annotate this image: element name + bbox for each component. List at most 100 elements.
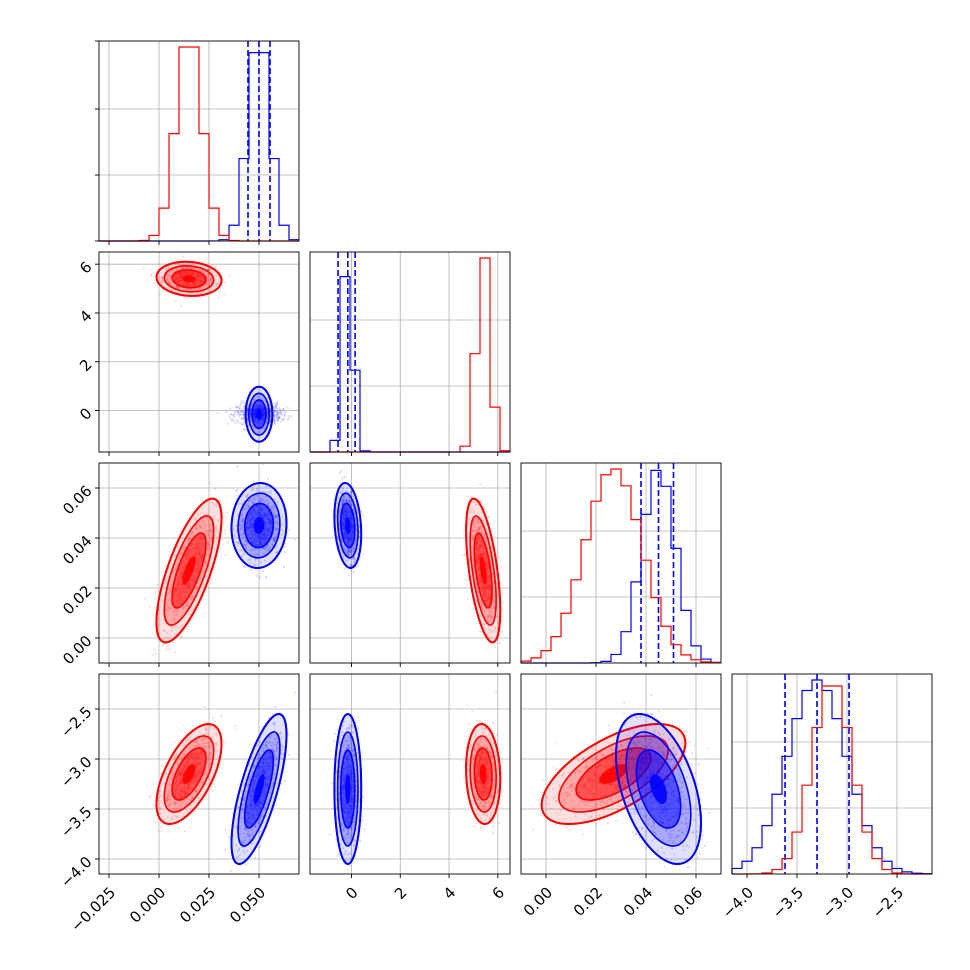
scatter-point <box>275 403 278 406</box>
scatter-point <box>466 495 469 498</box>
scatter-point <box>273 416 276 419</box>
scatter-point <box>502 601 505 605</box>
scatter-point <box>277 415 280 418</box>
scatter-point <box>483 506 486 509</box>
scatter-point <box>243 565 246 568</box>
scatter-point <box>211 789 214 793</box>
scatter-point <box>277 412 280 415</box>
scatter-point <box>168 275 171 278</box>
scatter-point <box>173 741 176 744</box>
scatter-point <box>343 567 346 570</box>
scatter-point <box>168 648 171 651</box>
scatter-point <box>273 405 276 408</box>
scatter-point <box>281 418 284 421</box>
scatter-point <box>190 289 193 292</box>
scatter-point <box>274 423 277 426</box>
scatter-point <box>152 804 155 807</box>
scatter-point <box>235 419 239 422</box>
scatter-point <box>166 278 170 281</box>
scatter-point <box>167 266 171 269</box>
scatter-point <box>185 297 188 300</box>
scatter-point <box>161 276 164 279</box>
scatter-point <box>470 495 473 499</box>
scatter-point <box>230 419 233 422</box>
scatter-point <box>266 413 269 416</box>
scatter-point <box>185 602 188 605</box>
scatter-point <box>190 266 193 269</box>
scatter-point <box>188 292 191 295</box>
scatter-point <box>162 279 165 282</box>
y-tick-label: 6 <box>76 258 95 277</box>
scatter-point <box>196 267 199 270</box>
scatter-point <box>276 411 279 414</box>
scatter-point <box>266 477 269 480</box>
scatter-point <box>162 288 165 292</box>
scatter-point <box>231 418 234 421</box>
scatter-point <box>228 274 232 277</box>
scatter-point <box>195 587 198 591</box>
scatter-point <box>275 415 278 418</box>
scatter-point <box>188 826 192 829</box>
scatter-point <box>159 280 163 283</box>
scatter-point <box>177 286 181 289</box>
scatter-point <box>288 414 291 417</box>
scatter-point <box>280 412 283 416</box>
panel-3-0: −0.025 0.000 0.025 0.050−4.0−3.5−3.0−2.5 <box>57 673 300 936</box>
scatter-point <box>500 630 503 633</box>
scatter-point <box>175 285 178 288</box>
scatter-point <box>169 282 172 285</box>
scatter-point <box>261 570 264 573</box>
scatter-point <box>173 285 176 288</box>
scatter-point <box>236 410 239 413</box>
scatter-point <box>238 412 241 416</box>
scatter-point <box>165 267 168 271</box>
scatter-point <box>150 274 153 277</box>
scatter-point <box>276 418 279 421</box>
scatter-point <box>212 285 215 288</box>
scatter-point <box>226 422 229 425</box>
scatter-point <box>266 408 269 412</box>
scatter-point <box>149 796 152 799</box>
panel-frame <box>98 251 300 453</box>
scatter-point <box>250 568 253 571</box>
scatter-point <box>234 422 237 425</box>
scatter-point <box>194 287 197 290</box>
scatter-point <box>286 406 289 409</box>
scatter-point <box>186 266 189 269</box>
scatter-point <box>252 399 255 402</box>
scatter-point <box>230 413 233 416</box>
scatter-point <box>215 283 218 286</box>
scatter-point <box>242 411 246 414</box>
scatter-point <box>237 411 241 414</box>
scatter-point <box>223 741 226 744</box>
scatter-point <box>179 267 183 270</box>
scatter-point <box>161 643 164 646</box>
scatter-point <box>193 288 196 291</box>
scatter-point <box>192 534 195 537</box>
scatter-point <box>165 274 168 277</box>
scatter-point <box>242 423 245 426</box>
scatter-point <box>189 289 192 292</box>
scatter-point <box>165 274 168 277</box>
scatter-point <box>208 281 211 284</box>
scatter-point <box>159 772 162 775</box>
scatter-point <box>224 532 227 535</box>
scatter-point <box>234 405 238 408</box>
panel-1-1 <box>309 251 511 456</box>
scatter-point <box>206 268 209 271</box>
scatter-point <box>164 582 167 585</box>
scatter-point <box>275 410 278 413</box>
scatter-point <box>169 271 172 274</box>
scatter-point <box>275 400 278 403</box>
scatter-point <box>242 428 246 431</box>
scatter-point <box>225 515 228 518</box>
scatter-point <box>269 407 272 410</box>
scatter-point <box>239 422 242 425</box>
scatter-point <box>463 548 466 551</box>
scatter-point <box>274 409 277 412</box>
scatter-point <box>160 276 163 279</box>
scatter-point <box>275 414 278 417</box>
scatter-point <box>156 583 159 586</box>
histogram-series-1 <box>521 469 721 664</box>
